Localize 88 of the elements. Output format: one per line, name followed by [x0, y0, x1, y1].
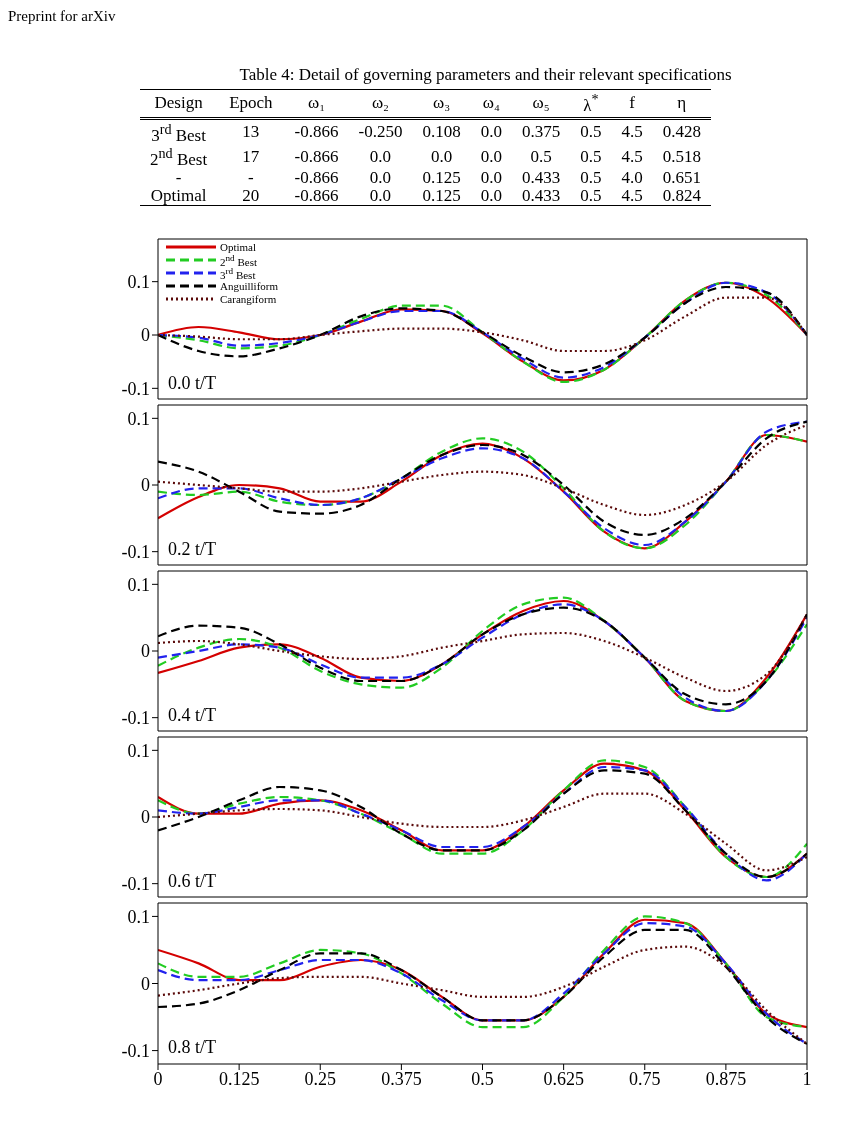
annotation: 0.2 t/T [168, 538, 216, 560]
text: - [175, 167, 182, 187]
y-tick-label: 0.1 [127, 740, 150, 761]
text: -0.866 [294, 146, 339, 166]
y-tick-label: 0.1 [127, 272, 150, 293]
category-label: ω₄ [481, 92, 501, 115]
annotation: 0.6 t/T [168, 870, 216, 892]
text: 4.5 [621, 146, 643, 166]
text: 13 [242, 121, 260, 141]
text: 0.5 [580, 167, 602, 187]
text: -0.866 [294, 185, 339, 205]
category-label: ω₁ [306, 92, 327, 115]
text: 0.0 [480, 146, 502, 166]
category-label: ω₂ [370, 92, 390, 115]
text: Optimal [150, 185, 207, 205]
category-label: λ$^{*}$ [582, 90, 600, 117]
legend-label: Optimal [220, 241, 257, 254]
x-tick-label: 0.625 [543, 1068, 584, 1089]
y-tick-label: 0 [141, 475, 150, 496]
x-tick-label: 0.375 [381, 1068, 422, 1089]
text: Preprint for arXiv [8, 8, 117, 25]
y-tick-label: 0 [141, 641, 150, 662]
text: 0.0 [480, 185, 502, 205]
category-label: f [628, 92, 636, 115]
text: 4.5 [621, 121, 643, 141]
text: 0.824 [662, 185, 701, 205]
text: 0.125 [422, 185, 461, 205]
x-tick-label: 0.5 [471, 1068, 494, 1089]
x-tick-label: 1 [802, 1068, 812, 1089]
text: 0.0 [480, 121, 502, 141]
y-tick-label: -0.1 [121, 1040, 150, 1061]
x-tick-label: 0.75 [629, 1068, 661, 1089]
legend-label: Carangiform [220, 293, 277, 306]
text: - [248, 167, 254, 187]
x-tick-label: 0.125 [218, 1068, 260, 1089]
text: -0.866 [294, 167, 339, 187]
text: 17 [242, 146, 260, 166]
annotation: 0.0 t/T [168, 372, 216, 394]
annotation: 0.8 t/T [168, 1036, 216, 1058]
legend-label: 2$^{nd}$ Best [220, 253, 257, 268]
category-label: Design [153, 92, 204, 115]
text: 0.0 [369, 146, 392, 166]
y-tick-label: 0 [141, 325, 150, 346]
category-label: ω₃ [432, 92, 452, 115]
text: 0.651 [662, 167, 701, 187]
y-tick-label: 0 [141, 973, 150, 994]
category-label: Epoch [228, 92, 274, 115]
y-tick-label: 0.1 [127, 574, 150, 595]
line-series [158, 423, 807, 517]
text: Table 4: Detail of governing parameters and their relevant specifications [238, 65, 733, 85]
text: 0.433 [521, 185, 561, 205]
text: 0.125 [422, 167, 461, 187]
text: 0.5 [580, 121, 602, 141]
y-tick-label: 0.1 [127, 906, 150, 927]
text: 0.0 [369, 167, 392, 187]
text: 0.108 [422, 121, 461, 141]
category-label: ω₅ [531, 92, 551, 115]
y-tick-label: 0.1 [127, 408, 150, 429]
x-tick-label: 0.875 [705, 1068, 747, 1089]
text: 0.433 [521, 167, 561, 187]
text: 2$^{nd}$ Best [150, 145, 208, 169]
text: -0.250 [358, 121, 403, 141]
text: 3$^{rd}$ Best [151, 120, 206, 145]
text: 0.0 [480, 167, 502, 187]
y-tick-label: -0.1 [121, 542, 150, 563]
text: -0.866 [294, 121, 339, 141]
text: 0.428 [662, 121, 701, 141]
annotation: 0.4 t/T [168, 704, 216, 726]
legend-label: Anguilliform [220, 280, 279, 293]
text: 0.518 [662, 146, 701, 166]
legend-label: 3$^{rd}$ Best [220, 266, 256, 281]
text: 0.5 [530, 146, 552, 166]
line-series [158, 296, 807, 353]
text: 4.5 [621, 185, 643, 205]
y-tick-label: -0.1 [121, 708, 150, 729]
x-tick-label: 0.25 [304, 1068, 336, 1089]
text: 4.0 [621, 167, 643, 187]
text: 0.5 [580, 185, 602, 205]
text: 0.0 [430, 146, 453, 166]
y-tick-label: 0 [141, 807, 150, 828]
line-series [158, 792, 807, 872]
text: 0.5 [580, 146, 602, 166]
text: 0.0 [369, 185, 392, 205]
y-tick-label: -0.1 [121, 378, 150, 399]
text: 0.375 [521, 121, 561, 141]
text: 20 [242, 185, 260, 205]
y-tick-label: -0.1 [121, 874, 150, 895]
category-label: η [676, 92, 688, 115]
